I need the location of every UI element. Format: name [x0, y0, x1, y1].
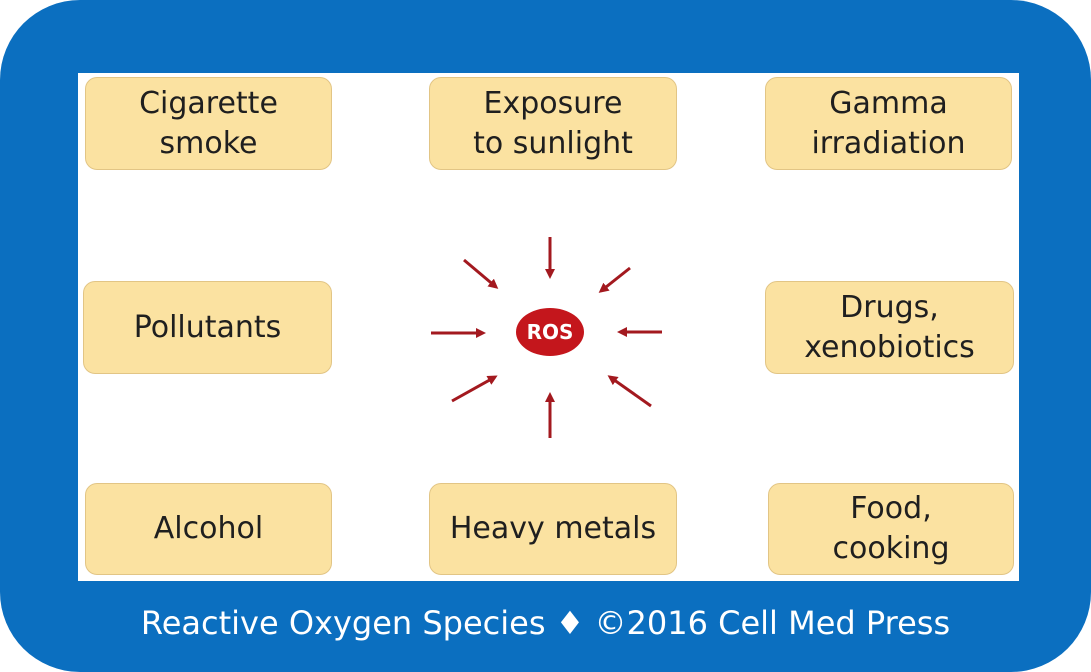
arrow-from-bottom-left: [451, 375, 498, 403]
arrow-from-top-left: [463, 258, 499, 289]
ros-label: ROS: [527, 320, 574, 344]
diagram-panel: Cigarette smoke Exposure to sunlight Gam…: [78, 73, 1019, 581]
source-box-drugs-xenobiotics: Drugs, xenobiotics: [765, 281, 1014, 374]
arrow-from-top-right: [598, 266, 631, 293]
source-box-cigarette-smoke: Cigarette smoke: [85, 77, 332, 170]
source-box-alcohol: Alcohol: [85, 483, 332, 575]
source-box-food-cooking: Food, cooking: [768, 483, 1014, 575]
source-box-exposure-to-sunlight: Exposure to sunlight: [429, 77, 677, 170]
ros-burst: ROS: [431, 237, 662, 438]
source-box-heavy-metals: Heavy metals: [429, 483, 677, 575]
source-box-pollutants: Pollutants: [83, 281, 332, 374]
ros-ellipse: [516, 308, 584, 356]
footer-caption: Reactive Oxygen Species ♦ ©2016 Cell Med…: [140, 604, 951, 642]
arrow-from-bottom-right: [607, 375, 652, 408]
source-box-gamma-irradiation: Gamma irradiation: [765, 77, 1012, 170]
